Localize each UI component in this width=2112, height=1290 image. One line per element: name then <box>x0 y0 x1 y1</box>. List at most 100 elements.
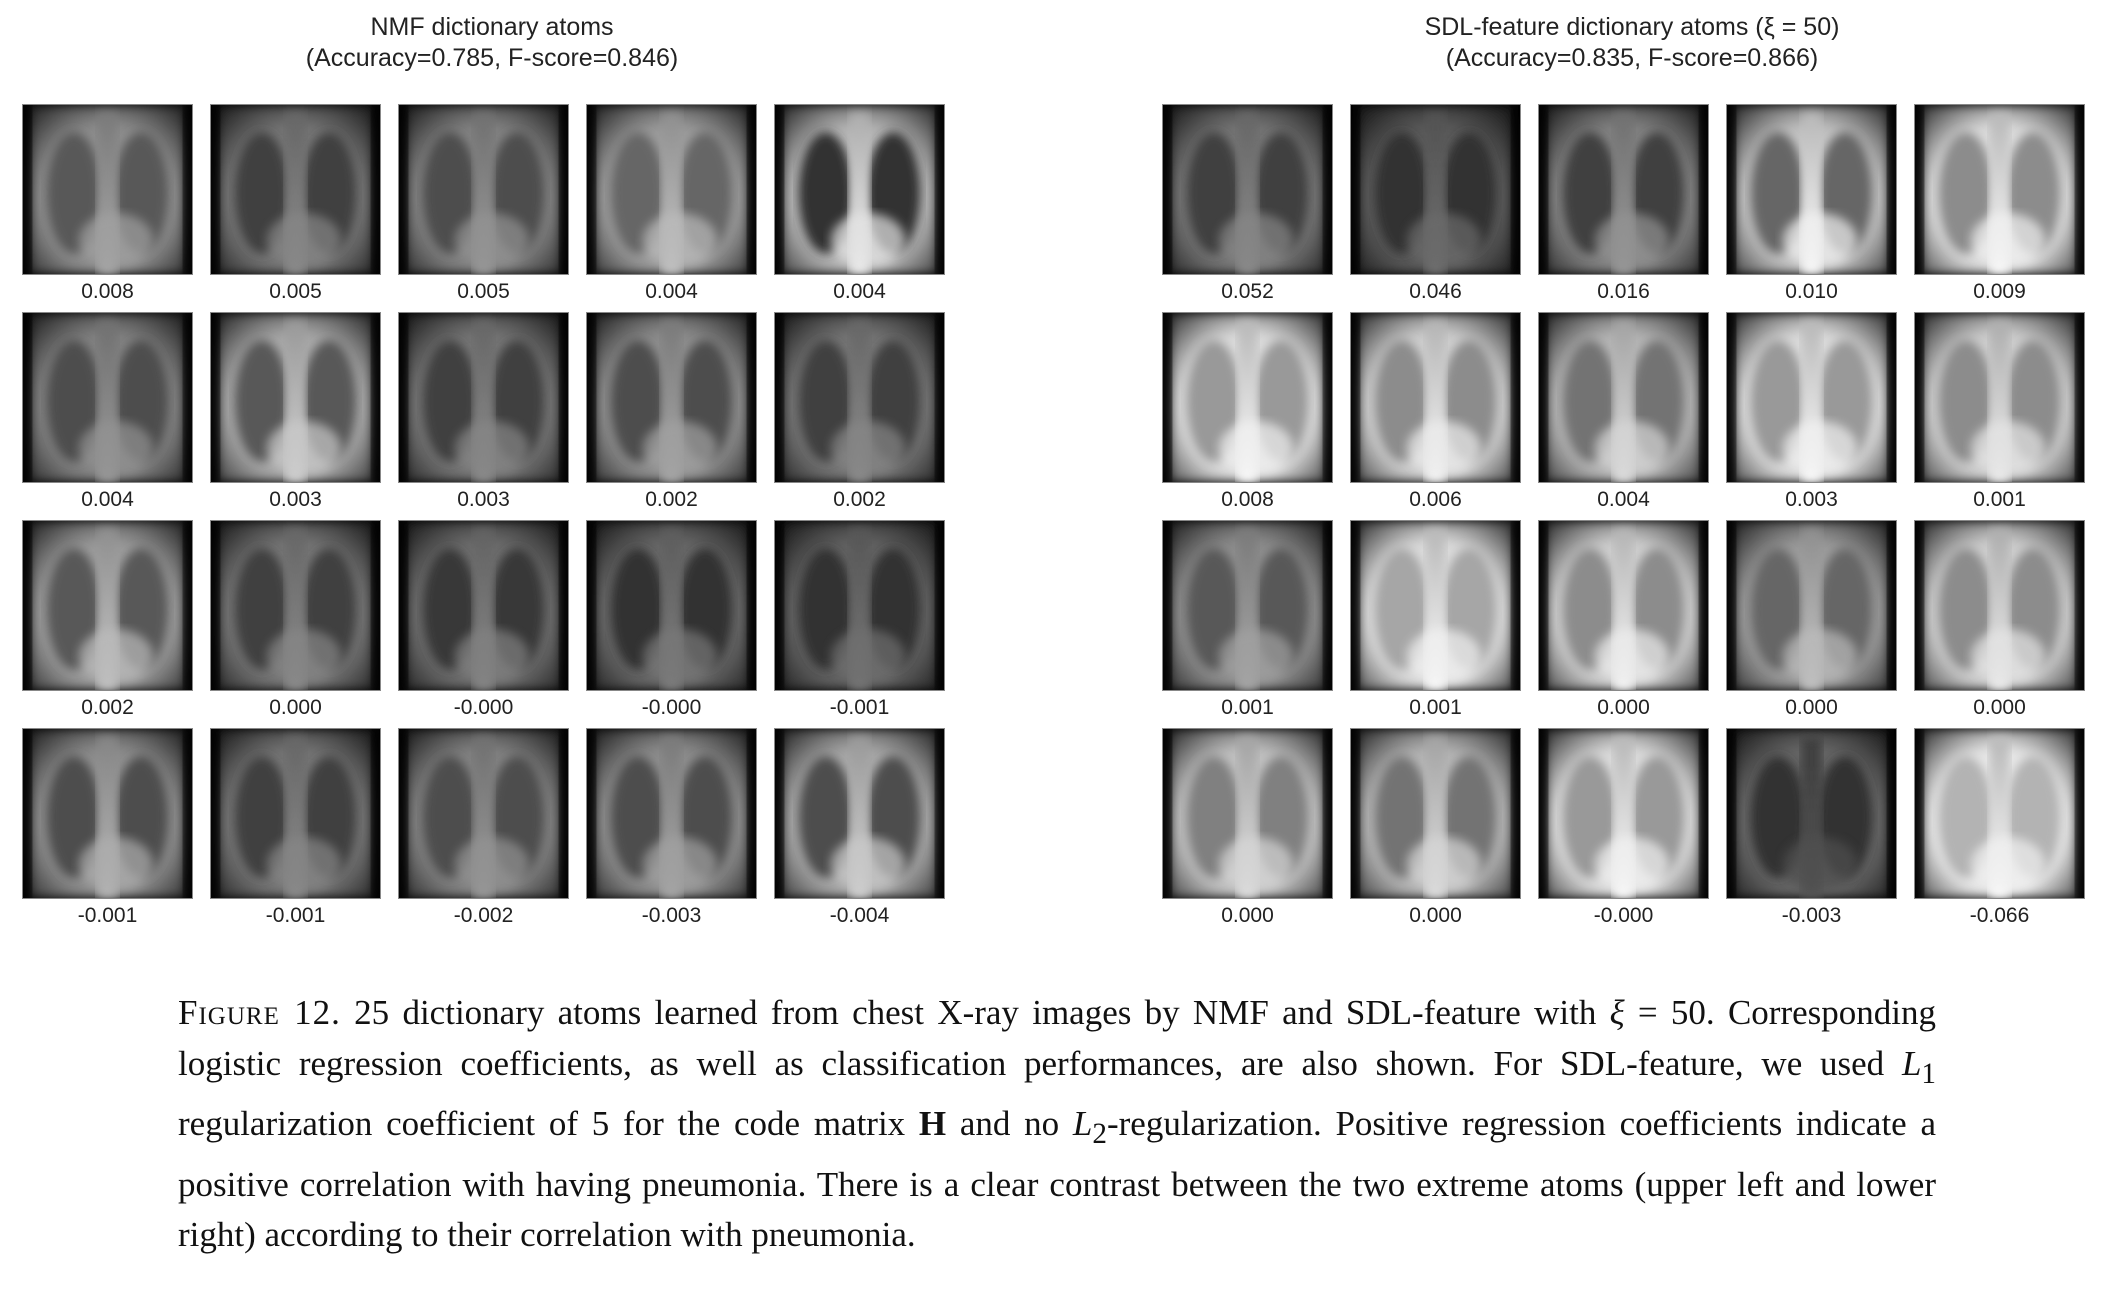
sdl-title-line2: (Accuracy=0.835, F-score=0.866) <box>1445 44 1819 72</box>
figure-caption: Figure 12. 25 dictionary atoms learned f… <box>178 993 1936 1254</box>
sdl-panel-title: SDL-feature dictionary atoms (ξ = 50) (A… <box>1162 0 2102 90</box>
sdl-coefficient-label: 0.000 <box>1597 696 1650 719</box>
chest-xray-atom-icon <box>210 104 381 275</box>
nmf-atom-cell: 0.002 <box>22 520 193 728</box>
nmf-coefficient-label: -0.001 <box>77 904 138 927</box>
nmf-coefficient-label: -0.001 <box>265 904 326 927</box>
chest-xray-atom-icon <box>1538 312 1709 483</box>
chest-xray-atom-icon <box>398 728 569 899</box>
chest-xray-atom-icon <box>774 520 945 691</box>
sdl-coefficient-label: 0.016 <box>1597 280 1650 303</box>
chest-xray-atom-icon <box>1538 728 1709 899</box>
chest-xray-atom-icon <box>1914 312 2085 483</box>
sdl-coefficient-label: 0.001 <box>1409 696 1462 719</box>
sdl-coefficient-label: 0.001 <box>1973 488 2026 511</box>
caption-label: Figure 12. <box>178 993 341 1032</box>
nmf-atom-cell: 0.005 <box>210 104 381 312</box>
nmf-coefficient-label: 0.008 <box>81 280 134 303</box>
sdl-atom-cell: 0.001 <box>1162 520 1333 728</box>
chest-xray-atom-icon <box>774 104 945 275</box>
nmf-atom-cell: -0.004 <box>774 728 945 936</box>
nmf-coefficient-label: 0.004 <box>645 280 698 303</box>
sdl-atom-cell: 0.000 <box>1726 520 1897 728</box>
nmf-atom-cell: 0.003 <box>398 312 569 520</box>
nmf-coefficient-label: -0.001 <box>829 696 890 719</box>
sdl-coefficient-label: 0.006 <box>1409 488 1462 511</box>
sdl-coefficient-label: -0.066 <box>1969 904 2030 927</box>
chest-xray-atom-icon <box>1538 520 1709 691</box>
nmf-coefficient-label: 0.003 <box>457 488 510 511</box>
nmf-coefficient-label: -0.003 <box>641 904 702 927</box>
nmf-atom-cell: 0.003 <box>210 312 381 520</box>
chest-xray-atom-icon <box>1162 728 1333 899</box>
sdl-atom-cell: 0.010 <box>1726 104 1897 312</box>
sdl-coefficient-label: 0.009 <box>1973 280 2026 303</box>
sdl-atom-cell: 0.000 <box>1162 728 1333 936</box>
nmf-atom-cell: -0.001 <box>22 728 193 936</box>
chest-xray-atom-icon <box>22 520 193 691</box>
sdl-coefficient-label: 0.000 <box>1973 696 2026 719</box>
nmf-atom-cell: 0.004 <box>586 104 757 312</box>
sdl-coefficient-label: 0.000 <box>1221 904 1274 927</box>
sdl-atom-cell: 0.016 <box>1538 104 1709 312</box>
nmf-atom-cell: 0.005 <box>398 104 569 312</box>
nmf-atom-cell: 0.002 <box>586 312 757 520</box>
nmf-atom-cell: -0.001 <box>210 728 381 936</box>
sdl-atom-cell: 0.000 <box>1350 728 1521 936</box>
nmf-atom-cell: 0.000 <box>210 520 381 728</box>
nmf-panel: NMF dictionary atoms (Accuracy=0.785, F-… <box>22 0 962 927</box>
chest-xray-atom-icon <box>210 312 381 483</box>
chest-xray-atom-icon <box>1726 312 1897 483</box>
chest-xray-atom-icon <box>1914 104 2085 275</box>
chest-xray-atom-icon <box>586 312 757 483</box>
sdl-atom-grid: 0.052 0.046 0.016 0.010 0.009 0.008 0.006 0.004… <box>1162 104 2085 936</box>
nmf-atom-cell: 0.002 <box>774 312 945 520</box>
sdl-atom-cell: 0.001 <box>1350 520 1521 728</box>
chest-xray-atom-icon <box>210 728 381 899</box>
nmf-coefficient-label: 0.003 <box>269 488 322 511</box>
sdl-atom-cell: -0.000 <box>1538 728 1709 936</box>
nmf-atom-cell: 0.004 <box>22 312 193 520</box>
chest-xray-atom-icon <box>398 104 569 275</box>
nmf-coefficient-label: 0.002 <box>645 488 698 511</box>
chest-xray-atom-icon <box>1350 312 1521 483</box>
nmf-atom-cell: -0.001 <box>774 520 945 728</box>
sdl-coefficient-label: 0.001 <box>1221 696 1274 719</box>
nmf-coefficient-label: -0.000 <box>453 696 514 719</box>
chest-xray-atom-icon <box>22 312 193 483</box>
chest-xray-atom-icon <box>1726 728 1897 899</box>
chest-xray-atom-icon <box>1162 312 1333 483</box>
sdl-atom-cell: 0.008 <box>1162 312 1333 520</box>
sdl-coefficient-label: 0.052 <box>1221 280 1274 303</box>
nmf-atom-cell: -0.002 <box>398 728 569 936</box>
sdl-coefficient-label: -0.000 <box>1593 904 1654 927</box>
chest-xray-atom-icon <box>586 728 757 899</box>
chest-xray-atom-icon <box>1162 520 1333 691</box>
nmf-atom-cell: -0.003 <box>586 728 757 936</box>
nmf-coefficient-label: -0.000 <box>641 696 702 719</box>
sdl-coefficient-label: 0.000 <box>1785 696 1838 719</box>
sdl-panel: SDL-feature dictionary atoms (ξ = 50) (A… <box>1162 0 2102 927</box>
nmf-title-line1: NMF dictionary atoms <box>370 13 614 41</box>
chest-xray-atom-icon <box>398 520 569 691</box>
chest-xray-atom-icon <box>1914 728 2085 899</box>
sdl-coefficient-label: -0.003 <box>1781 904 1842 927</box>
chest-xray-atom-icon <box>1726 520 1897 691</box>
sdl-atom-cell: -0.003 <box>1726 728 1897 936</box>
sdl-atom-cell: 0.003 <box>1726 312 1897 520</box>
nmf-coefficient-label: 0.000 <box>269 696 322 719</box>
chest-xray-atom-icon <box>586 104 757 275</box>
nmf-atom-cell: -0.000 <box>586 520 757 728</box>
sdl-atom-cell: 0.000 <box>1538 520 1709 728</box>
sdl-coefficient-label: 0.000 <box>1409 904 1462 927</box>
chest-xray-atom-icon <box>22 104 193 275</box>
chest-xray-atom-icon <box>398 312 569 483</box>
sdl-atom-cell: 0.009 <box>1914 104 2085 312</box>
nmf-coefficient-label: -0.002 <box>453 904 514 927</box>
chest-xray-atom-icon <box>774 312 945 483</box>
chest-xray-atom-icon <box>1726 104 1897 275</box>
nmf-atom-cell: -0.000 <box>398 520 569 728</box>
sdl-atom-cell: 0.000 <box>1914 520 2085 728</box>
nmf-coefficient-label: 0.002 <box>833 488 886 511</box>
chest-xray-atom-icon <box>774 728 945 899</box>
